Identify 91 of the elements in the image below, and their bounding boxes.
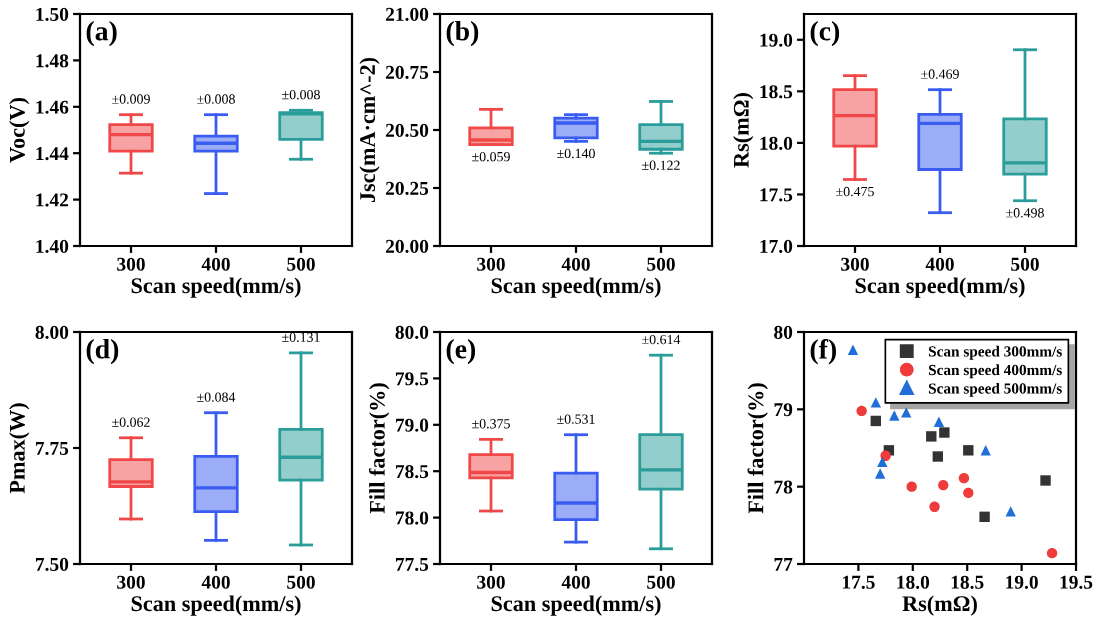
x-axis-title: Scan speed(mm/s) bbox=[131, 277, 301, 298]
y-tick-label: 77.5 bbox=[395, 558, 429, 572]
x-tick-label: 500 bbox=[647, 575, 675, 589]
y-tick-label: 18.5 bbox=[760, 85, 793, 99]
point bbox=[926, 431, 937, 442]
point bbox=[979, 511, 990, 523]
y-tick-label: 79 bbox=[774, 403, 793, 417]
x-axis-title: Scan speed(mm/s) bbox=[131, 595, 301, 616]
point bbox=[1040, 475, 1051, 486]
x-tick-label: 400 bbox=[925, 257, 954, 271]
y-tick-label: 19.0 bbox=[760, 33, 793, 47]
x-axis-title: Scan speed(mm/s) bbox=[491, 595, 661, 616]
point bbox=[938, 479, 949, 491]
y-tick-label: 1.48 bbox=[36, 54, 69, 68]
point bbox=[870, 397, 882, 408]
x-tick-label: 300 bbox=[117, 575, 145, 589]
x-tick-label: 400 bbox=[201, 257, 230, 271]
x-axis-title: Scan speed(mm/s) bbox=[491, 277, 661, 298]
point bbox=[856, 405, 867, 417]
y-tick-label: 77 bbox=[774, 558, 793, 571]
y-tick-label: 79.5 bbox=[395, 372, 429, 386]
point bbox=[939, 427, 950, 438]
y-axis-title: Jsc(mA·cm^-2) bbox=[359, 57, 380, 203]
y-tick-label: 79.0 bbox=[395, 418, 429, 432]
y-tick-label: 1.50 bbox=[36, 7, 69, 22]
point bbox=[877, 456, 888, 468]
chart-title: (a) bbox=[86, 20, 117, 47]
y-axis-title: Voc(V) bbox=[9, 98, 30, 163]
point bbox=[889, 410, 900, 421]
y-tick-label: 78.5 bbox=[395, 465, 429, 479]
y-tick-label: 80.0 bbox=[395, 325, 429, 340]
y-axis-title: Fill factor(%) bbox=[368, 383, 390, 514]
point bbox=[1046, 547, 1058, 559]
point bbox=[963, 487, 974, 499]
point bbox=[901, 407, 912, 418]
x-tick-label: 300 bbox=[841, 257, 869, 271]
point bbox=[933, 416, 945, 427]
y-tick-label: 20.00 bbox=[385, 239, 429, 254]
x-tick-label: 18.5 bbox=[951, 575, 984, 589]
chart-title: (d) bbox=[86, 338, 119, 365]
y-tick-label: 78 bbox=[774, 480, 793, 494]
y-axis-title: Rs(mΩ) bbox=[733, 93, 754, 168]
y-tick-label: 20.25 bbox=[385, 181, 429, 196]
point bbox=[929, 501, 940, 512]
point bbox=[980, 445, 991, 456]
y-tick-label: 20.50 bbox=[385, 123, 429, 138]
x-tick-label: 300 bbox=[477, 575, 505, 589]
x-tick-label: 500 bbox=[647, 257, 675, 271]
x-tick-label: 18.0 bbox=[897, 575, 930, 589]
y-tick-label: 78.0 bbox=[395, 511, 429, 525]
point bbox=[906, 481, 917, 492]
x-tick-label: 400 bbox=[561, 575, 590, 589]
chart-title: (b) bbox=[446, 20, 479, 47]
y-tick-label: 18.0 bbox=[760, 136, 793, 150]
y-tick-label: 1.40 bbox=[36, 239, 69, 254]
y-tick-label: 17.5 bbox=[760, 188, 793, 202]
point bbox=[874, 468, 886, 479]
x-tick-label: 300 bbox=[117, 257, 145, 271]
x-tick-label: 500 bbox=[287, 257, 315, 271]
y-axis-title: Fill factor(%) bbox=[747, 383, 768, 514]
chart-title: (e) bbox=[446, 338, 476, 365]
point bbox=[932, 451, 944, 462]
y-tick-label: 7.50 bbox=[35, 557, 69, 572]
y-tick-label: 1.42 bbox=[36, 193, 69, 207]
x-tick-label: 500 bbox=[287, 575, 315, 589]
point bbox=[958, 472, 970, 484]
y-tick-label: 1.44 bbox=[36, 147, 69, 161]
y-tick-label: 21.00 bbox=[385, 7, 429, 22]
point bbox=[847, 344, 859, 355]
point bbox=[963, 445, 974, 456]
y-axis-title: Pmax(W) bbox=[9, 403, 30, 494]
chart-title: (c) bbox=[810, 20, 840, 47]
x-tick-label: 19.0 bbox=[1006, 575, 1038, 589]
point bbox=[880, 450, 891, 461]
point bbox=[1005, 506, 1016, 517]
y-tick-label: 8.00 bbox=[35, 325, 69, 340]
y-tick-label: 20.75 bbox=[385, 65, 429, 80]
y-tick-label: 1.46 bbox=[36, 100, 69, 114]
y-tick-label: 7.75 bbox=[35, 442, 69, 456]
x-tick-label: 17.5 bbox=[842, 575, 875, 589]
x-tick-label: 500 bbox=[1011, 257, 1039, 271]
x-axis-title: Scan speed(mm/s) bbox=[855, 277, 1025, 298]
y-tick-label: 80 bbox=[774, 325, 793, 339]
x-tick-label: 400 bbox=[201, 575, 230, 589]
x-axis-title: Rs(mΩ) bbox=[902, 595, 977, 616]
x-tick-label: 300 bbox=[477, 257, 505, 271]
chart-title: (f) bbox=[810, 338, 836, 365]
point bbox=[870, 415, 882, 427]
x-tick-label: 19.5 bbox=[1060, 575, 1093, 589]
y-tick-label: 17.0 bbox=[760, 239, 793, 254]
x-tick-label: 400 bbox=[561, 257, 590, 271]
